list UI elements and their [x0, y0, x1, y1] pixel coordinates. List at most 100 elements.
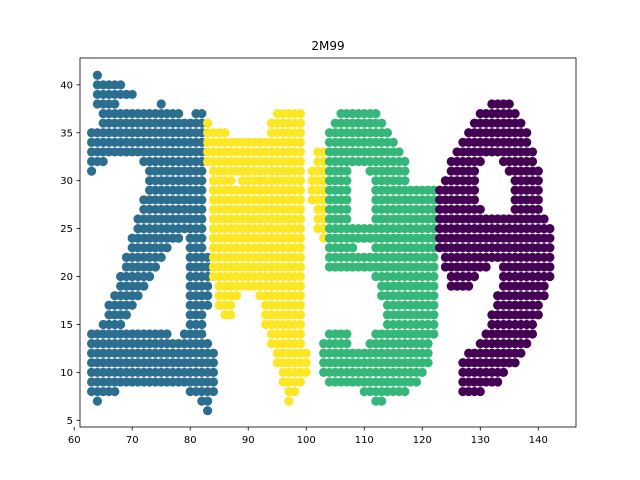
scatter-point: [197, 204, 207, 215]
y-tick-label: 25: [60, 224, 73, 235]
scatter-point: [545, 262, 555, 272]
scatter-point: [162, 243, 172, 253]
scatter-point: [516, 118, 526, 128]
scatter-point: [116, 319, 126, 330]
scatter-point: [527, 329, 538, 339]
scatter-point: [469, 271, 480, 282]
scatter-point: [429, 262, 439, 272]
scatter-point: [197, 233, 207, 243]
scatter-point: [342, 329, 352, 339]
scatter-point: [226, 300, 236, 310]
scatter-point: [301, 367, 311, 377]
scatter-point: [208, 367, 219, 377]
scatter-point: [342, 214, 352, 224]
scatter-point: [545, 233, 555, 243]
scatter-point: [400, 166, 410, 176]
scatter-point: [295, 108, 306, 119]
scatter-point: [429, 310, 439, 320]
y-tick-label: 35: [60, 128, 73, 139]
chart-title: 2M99: [311, 39, 344, 53]
scatter-point: [295, 137, 306, 147]
scatter-point: [469, 176, 480, 186]
scatter-point: [174, 108, 184, 119]
x-tick-label: 60: [68, 435, 81, 446]
scatter-point: [197, 195, 207, 205]
scatter-point: [295, 195, 306, 205]
scatter-point: [429, 291, 439, 301]
scatter-point: [382, 128, 393, 138]
scatter-point: [510, 358, 520, 368]
scatter-point: [295, 271, 306, 282]
scatter-point: [156, 99, 166, 109]
scatter-point: [203, 396, 213, 406]
scatter-point: [116, 80, 126, 90]
scatter-point: [226, 310, 236, 320]
scatter-point: [295, 339, 306, 349]
scatter-point: [342, 185, 352, 195]
scatter-point: [110, 99, 120, 109]
scatter-point: [539, 214, 549, 224]
scatter-point: [400, 386, 410, 397]
scatter-point: [429, 300, 439, 310]
scatter-point: [423, 339, 433, 349]
scatter-point: [226, 176, 236, 186]
scatter-point: [301, 358, 311, 368]
scatter-point: [400, 176, 410, 186]
scatter-point: [174, 233, 184, 243]
scatter-point: [510, 108, 520, 119]
scatter-point: [295, 185, 306, 195]
scatter-point: [388, 137, 398, 147]
scatter-point: [295, 204, 306, 215]
scatter-point: [197, 329, 207, 339]
scatter-point: [203, 281, 213, 291]
scatter-point: [295, 166, 306, 176]
scatter-point: [133, 291, 143, 301]
scatter-point: [504, 99, 514, 109]
scatter-point: [203, 406, 213, 416]
scatter-point: [522, 128, 532, 138]
scatter-point: [295, 176, 306, 186]
scatter-point: [545, 252, 555, 262]
scatter-point: [208, 358, 219, 368]
x-tick-label: 120: [413, 435, 432, 446]
scatter-point: [545, 271, 555, 282]
scatter-point: [394, 147, 404, 157]
scatter-point: [156, 252, 166, 262]
scatter-point: [301, 348, 311, 358]
scatter-point: [197, 176, 207, 186]
scatter-point: [533, 185, 543, 195]
scatter-point: [197, 214, 207, 224]
scatter-point: [423, 358, 433, 368]
scatter-point: [197, 166, 207, 176]
scatter-point: [533, 176, 543, 186]
scatter-point: [203, 291, 213, 301]
scatter-point: [295, 156, 306, 167]
x-tick-label: 70: [126, 435, 139, 446]
plot-frame: [79, 57, 577, 428]
scatter-point: [469, 185, 480, 195]
scatter-point: [92, 396, 102, 406]
scatter-point: [127, 300, 137, 310]
scatter-point: [98, 156, 108, 167]
scatter-point: [429, 252, 439, 262]
y-tick-label: 10: [60, 368, 73, 379]
y-tick-label: 5: [67, 416, 73, 427]
scatter-point: [533, 310, 543, 320]
scatter-point: [203, 339, 213, 349]
y-axis: 5 10 15 20 25 30 35 40: [60, 80, 80, 427]
scatter-point: [203, 300, 213, 310]
x-tick-label: 80: [184, 435, 197, 446]
scatter-point: [475, 156, 485, 167]
x-axis: 60 70 80 90 100 110 120 130 140: [68, 427, 548, 446]
scatter-point: [208, 377, 219, 387]
y-tick-label: 20: [60, 272, 73, 283]
scatter-point: [197, 185, 207, 195]
scatter-point: [464, 281, 474, 291]
scatter-point: [342, 176, 352, 186]
scatter-point: [371, 108, 381, 119]
scatter-point: [220, 128, 230, 138]
scatter-point: [208, 348, 219, 358]
scatter-point: [284, 396, 294, 406]
scatter-point: [295, 281, 306, 291]
